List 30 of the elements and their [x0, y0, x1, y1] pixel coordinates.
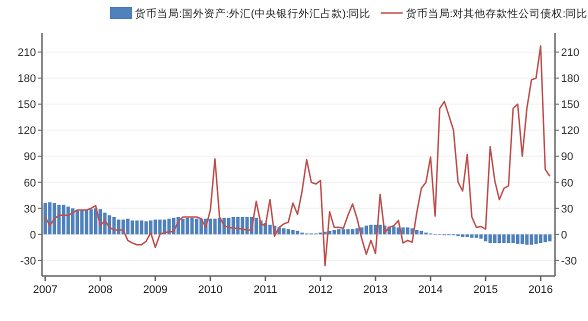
y2-tick-label: 60 [561, 177, 574, 190]
y-tick-label: 150 [18, 99, 36, 112]
y2-tick-label: 180 [561, 73, 580, 86]
y2-tick-label: 150 [561, 99, 580, 112]
y2-tick-label: 210 [561, 47, 580, 60]
y2-tick-label: 120 [561, 125, 580, 138]
y-tick-label: 30 [24, 203, 36, 216]
y2-tick-label: 90 [561, 151, 574, 164]
y2-tick-label: 30 [561, 203, 574, 216]
x-tick-label: 2013 [363, 284, 388, 296]
y-tick-label: 90 [24, 151, 36, 164]
x-tick-label: 2007 [32, 284, 58, 296]
x-tick-label: 2010 [198, 284, 223, 296]
y-tick-label: 60 [24, 177, 36, 190]
x-tick-label: 2009 [143, 284, 168, 296]
y-tick-label: 120 [18, 125, 36, 138]
y2-tick-label: -30 [561, 255, 577, 268]
x-tick-label: 2016 [528, 284, 553, 296]
x-tick-label: 2008 [88, 284, 113, 296]
y-tick-label: 210 [18, 47, 36, 60]
x-tick-label: 2014 [418, 284, 443, 296]
y-tick-label: 0 [30, 229, 36, 242]
legend-label: 货币当局:对其他存款性公司债权:同比 [406, 7, 588, 20]
y-tick-label: -30 [20, 255, 36, 268]
x-tick-label: 2012 [308, 284, 333, 296]
y-tick-label: 180 [18, 73, 36, 86]
x-tick-label: 2015 [473, 284, 498, 296]
x-tick-label: 2011 [254, 284, 278, 296]
legend-label: 货币当局:国外资产:外汇(中央银行外汇占款):同比 [135, 7, 371, 20]
y2-tick-label: 0 [561, 229, 568, 242]
